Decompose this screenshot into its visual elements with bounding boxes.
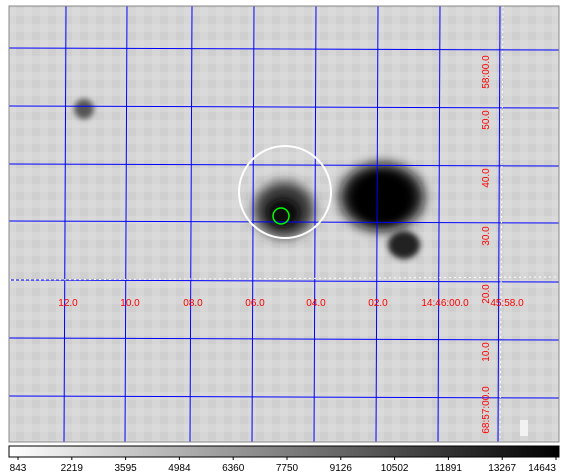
ra-tick-label: 08.0: [183, 298, 203, 309]
region-circle-large[interactable]: [238, 145, 332, 239]
grid-line-vertical: [124, 6, 128, 442]
colorbar-tick-label: 11891: [435, 463, 463, 474]
ra-tick-label: 04.0: [306, 298, 326, 309]
grid-line-horizontal: [9, 47, 559, 51]
sources: [74, 99, 528, 436]
grid-line-vertical: [375, 6, 379, 442]
colorbar-tick-label: 843: [10, 463, 27, 474]
dec-tick-label: 50.0: [481, 110, 492, 130]
ra-tick-label: 45:58.0: [490, 298, 524, 309]
coordinate-grid: [9, 6, 559, 442]
colorbar-ticks: 843 2219 3595 4984 6360 7750 9126 10502 11891 132…: [10, 457, 557, 474]
grid-line-horizontal: [9, 105, 559, 109]
grid-line-horizontal: [9, 337, 559, 341]
image-frame: [8, 5, 560, 443]
ra-axis-labels: 12.0 10.0 08.0 06.0 04.0 02.0 14:46:00.0 45:58.…: [58, 298, 524, 309]
ra-tick-label: 10.0: [120, 298, 140, 309]
grid-line-horizontal: [9, 220, 559, 224]
grid-line-vertical: [437, 6, 441, 442]
colorbar-tick-label: 6360: [222, 463, 245, 474]
ra-tick-label: 12.0: [58, 298, 78, 309]
colorbar-tick-label: 9126: [330, 463, 353, 474]
grid-line-vertical: [189, 6, 193, 442]
dec-axis-labels: 58:00.0 50.0 40.0 30.0 20.0 10.0 68:57:00.0: [481, 55, 492, 434]
grid-line-horizontal: [9, 395, 559, 399]
ra-tick-label: 14:46:00.0: [421, 298, 469, 309]
colorbar-tick-label: 3595: [114, 463, 137, 474]
dec-tick-label: 10.0: [481, 342, 492, 362]
source-bright-core: [354, 174, 410, 222]
ra-axis-line: [9, 276, 559, 281]
dec-tick-label: 20.0: [481, 284, 492, 304]
region-circle-small[interactable]: [272, 207, 290, 225]
coordinate-axes: [9, 6, 559, 442]
dec-tick-label: 58:00.0: [481, 55, 492, 89]
colorbar-tick-label: 14643: [528, 463, 556, 474]
dec-tick-label: 40.0: [481, 168, 492, 188]
grid-line-vertical: [63, 6, 67, 442]
grid-line-vertical: [497, 6, 501, 442]
image-panel[interactable]: 12.0 10.0 08.0 06.0 04.0 02.0 14:46:00.0 45:58.…: [9, 6, 559, 442]
colorbar-tick-label: 7750: [276, 463, 299, 474]
source-bright-tail: [388, 231, 420, 259]
grid-line-horizontal: [9, 163, 559, 167]
bright-pixel: [520, 420, 528, 436]
dec-tick-label: 30.0: [481, 226, 492, 246]
grid-line-vertical: [313, 6, 317, 442]
source-small: [74, 99, 94, 119]
colorbar-tick-label: 4984: [168, 463, 191, 474]
ra-tick-label: 06.0: [245, 298, 265, 309]
grid-line-horizontal: [9, 279, 559, 283]
source-center-core: [267, 199, 299, 227]
ra-tick-label: 02.0: [368, 298, 388, 309]
colorbar-strip: [8, 445, 560, 458]
colorbar-tick-label: 2219: [61, 463, 84, 474]
colorbar-tick-label: 13267: [488, 463, 516, 474]
colorbar: 843 2219 3595 4984 6360 7750 9126 10502 11891 132…: [8, 445, 560, 474]
colorbar-tick-label: 10502: [381, 463, 409, 474]
dec-tick-label: 68:57:00.0: [481, 386, 492, 434]
